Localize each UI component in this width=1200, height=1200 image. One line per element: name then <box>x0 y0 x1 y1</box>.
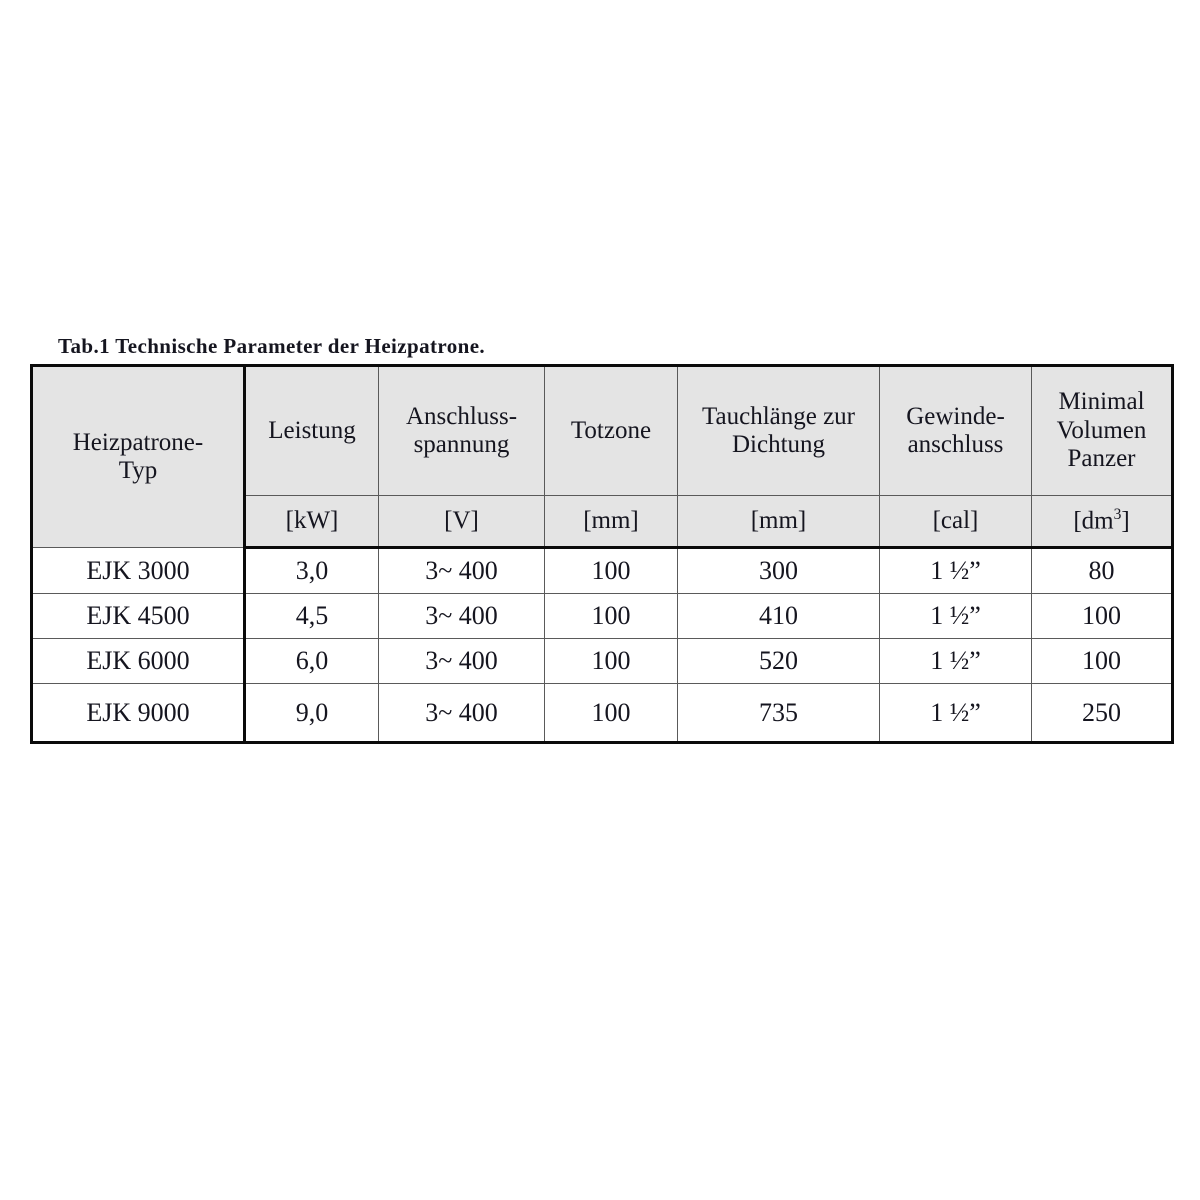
table-row: EJK 3000 3,0 3~ 400 100 300 1 ½” 80 <box>31 547 1173 594</box>
cell-typ: EJK 6000 <box>31 638 246 684</box>
cell-anschlussspannung: 3~ 400 <box>378 593 545 639</box>
unit-minimalvolumen-superscript: 3 <box>1113 506 1122 524</box>
cell-leistung: 6,0 <box>244 638 379 684</box>
technical-parameter-table: Heizpatrone- Typ Leistung Anschluss- spa… <box>30 364 1174 744</box>
table-header-row-primary: Heizpatrone- Typ Leistung Anschluss- spa… <box>31 365 1173 548</box>
cell-minimalvolumen: 100 <box>1031 593 1173 639</box>
unit-minimalvolumen: [dm3] <box>1031 495 1173 549</box>
cell-tauchlaenge: 735 <box>677 683 880 743</box>
header-tauchlaenge-line1: Tauchlänge zur <box>701 402 856 430</box>
cell-gewindeanschluss: 1 ½” <box>879 683 1032 743</box>
table-row: EJK 9000 9,0 3~ 400 100 735 1 ½” 250 <box>31 683 1173 743</box>
header-heizpatrone-typ-line1: Heizpatrone- <box>72 428 204 456</box>
cell-gewindeanschluss: 1 ½” <box>879 593 1032 639</box>
cell-totzone: 100 <box>544 593 678 639</box>
header-anschlussspannung-line2: spannung <box>413 431 510 458</box>
header-gewindeanschluss-line2: anschluss <box>907 431 1004 458</box>
header-minimalvolumen-line1: Minimal <box>1058 388 1145 416</box>
cell-gewindeanschluss: 1 ½” <box>879 547 1032 594</box>
header-gewindeanschluss: Gewinde- anschluss <box>879 365 1032 496</box>
unit-minimalvolumen-base: [dm <box>1073 507 1114 535</box>
cell-minimalvolumen: 100 <box>1031 638 1173 684</box>
cell-gewindeanschluss: 1 ½” <box>879 638 1032 684</box>
unit-tauchlaenge: [mm] <box>677 495 880 549</box>
cell-tauchlaenge: 410 <box>677 593 880 639</box>
cell-totzone: 100 <box>544 683 678 743</box>
header-leistung: Leistung <box>244 365 379 496</box>
cell-totzone: 100 <box>544 638 678 684</box>
cell-leistung: 4,5 <box>244 593 379 639</box>
cell-typ: EJK 4500 <box>31 593 246 639</box>
table-figure: Tab.1 Technische Parameter der Heizpatro… <box>30 334 1174 744</box>
header-minimalvolumen-line3: Panzer <box>1067 445 1136 473</box>
header-heizpatrone-typ: Heizpatrone- Typ <box>31 365 246 548</box>
header-minimalvolumen: Minimal Volumen Panzer <box>1031 365 1173 496</box>
cell-leistung: 9,0 <box>244 683 379 743</box>
table-row: EJK 6000 6,0 3~ 400 100 520 1 ½” 100 <box>31 638 1173 684</box>
cell-anschlussspannung: 3~ 400 <box>378 638 545 684</box>
cell-typ: EJK 3000 <box>31 547 246 594</box>
cell-anschlussspannung: 3~ 400 <box>378 547 545 594</box>
unit-gewindeanschluss: [cal] <box>879 495 1032 549</box>
table-header-row-units: [kW] [V] [mm] [mm] [cal] [dm3] <box>32 495 1173 549</box>
cell-tauchlaenge: 300 <box>677 547 880 594</box>
cell-anschlussspannung: 3~ 400 <box>378 683 545 743</box>
header-totzone: Totzone <box>544 365 678 496</box>
cell-tauchlaenge: 520 <box>677 638 880 684</box>
table-caption: Tab.1 Technische Parameter der Heizpatro… <box>58 334 486 358</box>
header-gewindeanschluss-line1: Gewinde- <box>906 402 1005 430</box>
cell-typ: EJK 9000 <box>31 683 246 743</box>
unit-totzone: [mm] <box>544 495 678 549</box>
cell-minimalvolumen: 80 <box>1031 547 1173 594</box>
header-totzone-label: Totzone <box>570 416 652 444</box>
header-minimalvolumen-line2: Volumen <box>1056 416 1147 444</box>
header-leistung-label: Leistung <box>268 416 356 444</box>
header-heizpatrone-typ-line2: Typ <box>118 457 158 484</box>
header-tauchlaenge: Tauchlänge zur Dichtung <box>677 365 880 496</box>
table-row: EJK 4500 4,5 3~ 400 100 410 1 ½” 100 <box>31 593 1173 639</box>
cell-leistung: 3,0 <box>244 547 379 594</box>
cell-totzone: 100 <box>544 547 678 594</box>
header-anschlussspannung: Anschluss- spannung <box>378 365 545 496</box>
unit-minimalvolumen-close: ] <box>1121 507 1130 535</box>
unit-leistung: [kW] <box>244 495 379 549</box>
header-anschlussspannung-line1: Anschluss- <box>405 402 518 430</box>
cell-minimalvolumen: 250 <box>1031 683 1173 743</box>
header-tauchlaenge-line2: Dichtung <box>731 431 826 458</box>
unit-anschlussspannung: [V] <box>378 495 545 549</box>
